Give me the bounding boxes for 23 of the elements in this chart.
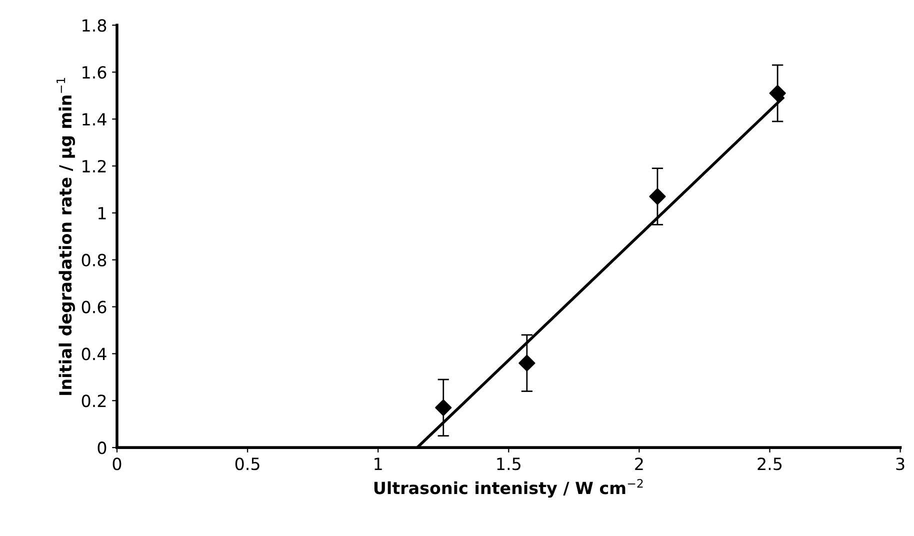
y-tick-label: 0.8 [82,254,106,266]
y-axis-title: Initial degradation rate / µg min$^{−1}$ [56,78,76,395]
y-tick-label: 1.8 [82,19,106,32]
point [435,399,452,416]
y-tick-label: 0.6 [82,300,106,314]
point [769,84,786,102]
y-tick-label: 1.2 [82,160,106,172]
x-axis-title: Ultrasonic intenisty / W cm$^{−2}$ [374,478,643,498]
x-tick-label: 1 [374,458,382,470]
x-tick-label: 2.5 [758,458,782,470]
y-tick-label: 0.4 [82,348,106,360]
y-tick-label: 1 [98,207,106,220]
y-tick-label: 1.6 [82,66,106,79]
point [518,354,536,372]
point [649,188,666,205]
x-tick-label: 2 [635,458,643,470]
x-tick-label: 3 [896,458,904,470]
x-tick-label: 0.5 [235,458,260,470]
x-tick-label: 1.5 [497,458,520,470]
y-tick-label: 1.4 [82,113,106,126]
x-tick-label: 0 [112,458,122,470]
y-tick-label: 0.2 [82,394,106,408]
y-tick-label: 0 [98,442,106,454]
